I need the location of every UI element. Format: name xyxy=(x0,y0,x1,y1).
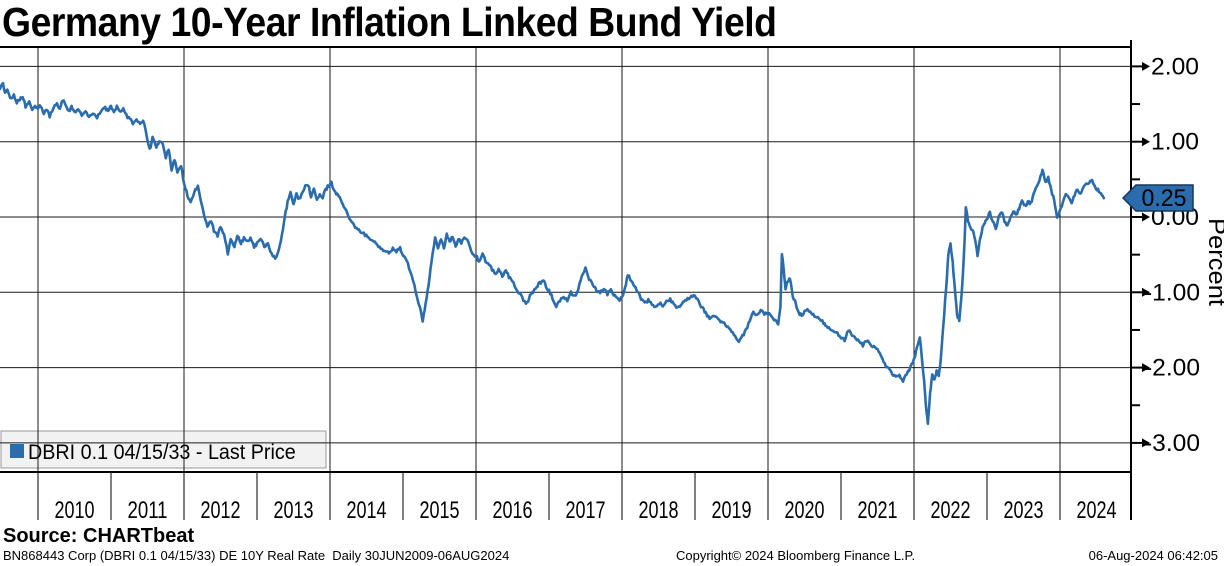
y-tick-arrowhead xyxy=(1142,438,1150,448)
y-axis-title: Percent xyxy=(1203,218,1224,306)
y-axis-tick-label: -3.00 xyxy=(1144,430,1200,457)
x-axis-year-label[interactable]: 2024 xyxy=(1077,497,1117,524)
x-axis-year-label[interactable]: 2013 xyxy=(274,497,314,524)
source-text: Source: CHARTbeat xyxy=(3,525,195,547)
x-axis-year-label[interactable]: 2020 xyxy=(785,497,825,524)
footer-timestamp: 06-Aug-2024 06:42:05 xyxy=(1088,548,1218,563)
y-axis-tick-label: 1.00 xyxy=(1151,129,1199,156)
footer-copyright: Copyright© 2024 Bloomberg Finance L.P. xyxy=(676,548,916,563)
chart-title-text: Germany 10-Year Inflation Linked Bund Yi… xyxy=(2,0,777,45)
y-axis-tick-label: -2.00 xyxy=(1144,355,1200,382)
price-line-series xyxy=(0,81,1106,426)
x-axis-year-label[interactable]: 2011 xyxy=(128,497,168,524)
x-axis-year-label[interactable]: 2019 xyxy=(712,497,752,524)
legend-box[interactable] xyxy=(0,430,327,469)
x-axis-year-label[interactable]: 2018 xyxy=(639,497,679,524)
y-tick-arrowhead xyxy=(1142,61,1150,71)
y-axis-tick-label: 2.00 xyxy=(1151,53,1199,80)
legend-series-marker xyxy=(10,444,24,458)
legend-item-label[interactable]: DBRI 0.1 04/15/33 - Last Price xyxy=(28,441,296,464)
last-price-badge-value: 0.25 xyxy=(1142,185,1187,212)
x-axis-year-label[interactable]: 2014 xyxy=(347,497,387,524)
x-axis-year-label[interactable]: 2023 xyxy=(1004,497,1044,524)
y-tick-arrowhead xyxy=(1142,363,1150,373)
chart-canvas[interactable]: 2010 2011 2012 2013 2014 2015 2016 2017 2018 2019… xyxy=(0,40,1224,526)
y-tick-arrowhead xyxy=(1142,212,1150,222)
x-axis-year-label[interactable]: 2016 xyxy=(493,497,533,524)
x-axis-year-label[interactable]: 2015 xyxy=(420,497,460,524)
y-tick-arrowhead xyxy=(1142,287,1150,297)
y-axis-tick-label: -1.00 xyxy=(1144,279,1200,306)
x-axis-year-label[interactable]: 2012 xyxy=(201,497,241,524)
x-axis-year-label[interactable]: 2022 xyxy=(931,497,971,524)
x-axis-year-label[interactable]: 2021 xyxy=(858,497,898,524)
chart-title: Germany 10-Year Inflation Linked Bund Yi… xyxy=(2,0,853,45)
last-price-badge xyxy=(1121,184,1194,212)
x-axis-year-label[interactable]: 2010 xyxy=(55,497,95,524)
x-axis-year-label[interactable]: 2017 xyxy=(566,497,606,524)
footer-security-info: BN868443 Corp (DBRI 0.1 04/15/33) DE 10Y… xyxy=(3,548,510,563)
y-tick-arrowhead xyxy=(1142,137,1150,147)
